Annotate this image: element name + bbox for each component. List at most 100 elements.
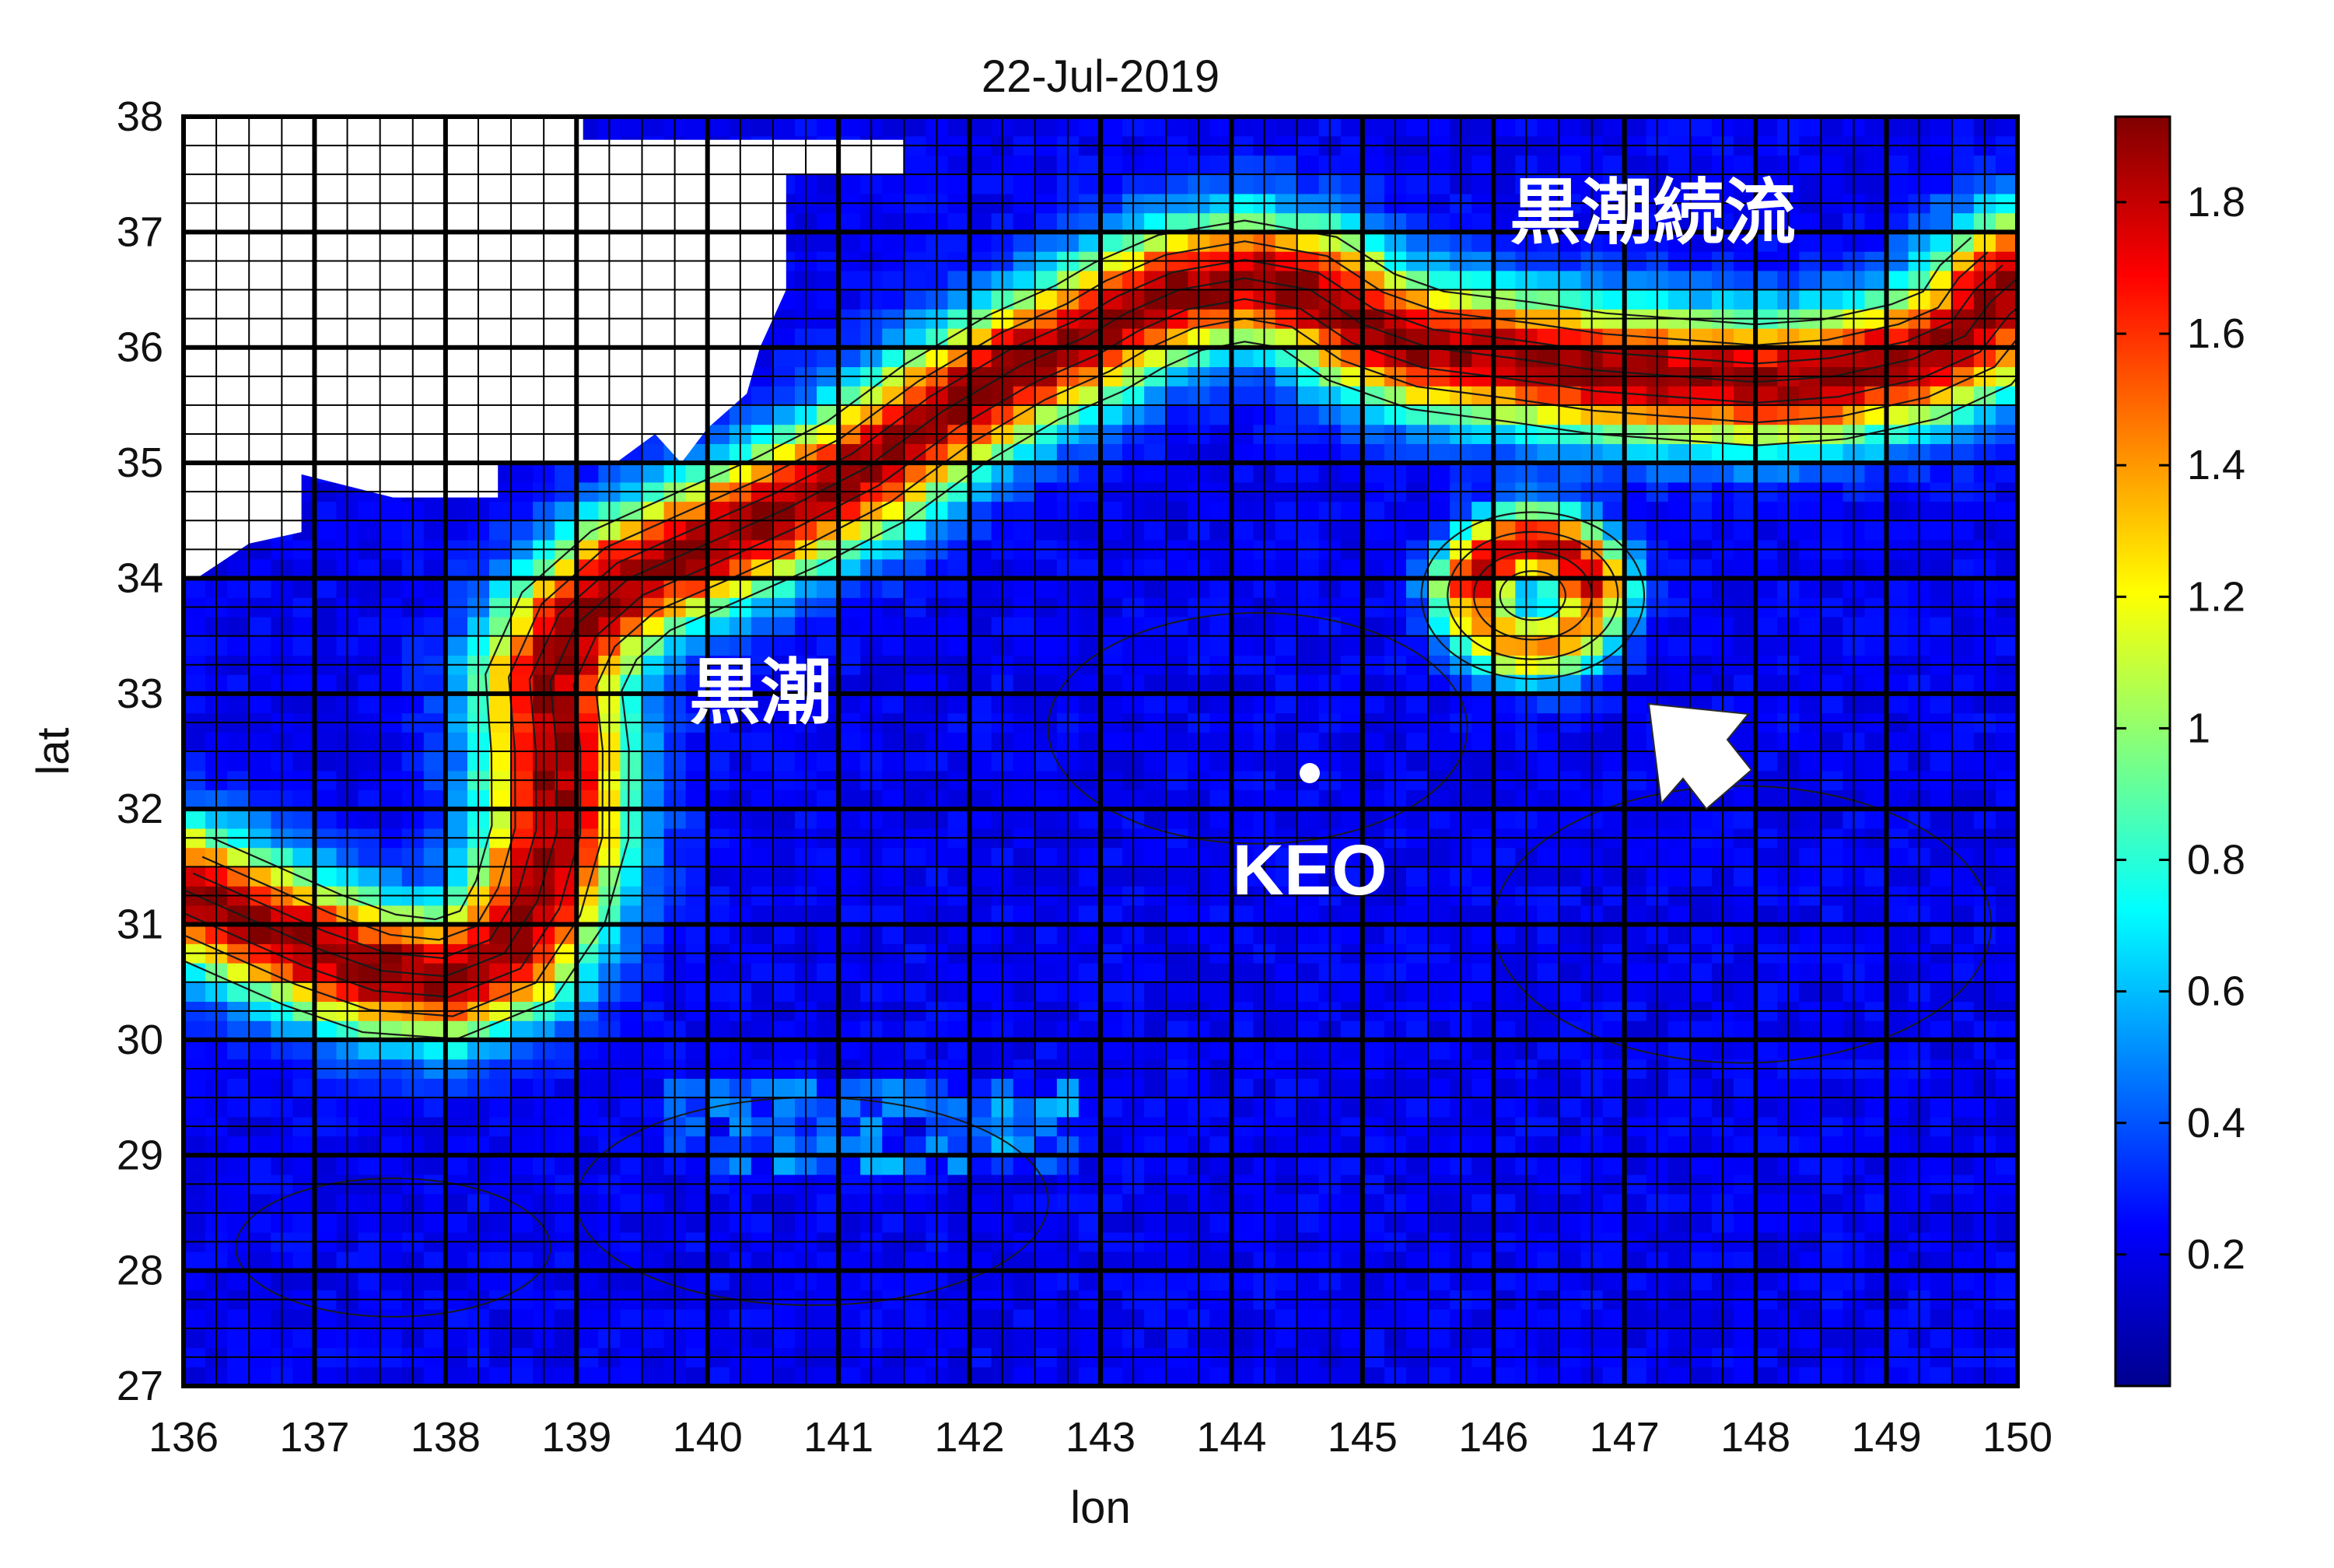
heatmap-cell bbox=[882, 866, 905, 887]
heatmap-cell bbox=[838, 1078, 861, 1098]
heatmap-cell bbox=[1624, 1097, 1647, 1118]
heatmap-cell bbox=[1101, 174, 1123, 194]
heatmap-cell bbox=[1559, 155, 1582, 175]
heatmap-cell bbox=[1296, 174, 1320, 194]
heatmap-cell bbox=[1013, 501, 1036, 521]
heatmap-cell bbox=[751, 386, 774, 406]
heatmap-cell bbox=[1362, 232, 1385, 252]
heatmap-cell bbox=[1471, 1270, 1494, 1290]
heatmap-cell bbox=[1013, 693, 1036, 714]
heatmap-cell bbox=[227, 1039, 250, 1060]
heatmap-cell bbox=[1667, 616, 1691, 637]
heatmap-cell bbox=[772, 924, 796, 944]
heatmap-cell bbox=[555, 809, 577, 829]
heatmap-cell bbox=[1296, 809, 1320, 829]
heatmap-cell bbox=[1755, 520, 1778, 541]
heatmap-cell bbox=[1296, 212, 1320, 233]
heatmap-cell bbox=[1624, 328, 1647, 348]
heatmap-cell bbox=[620, 1097, 643, 1118]
heatmap-cell bbox=[1537, 1155, 1560, 1175]
heatmap-cell bbox=[489, 1097, 512, 1118]
heatmap-cell bbox=[1013, 270, 1036, 291]
heatmap-cell bbox=[227, 905, 250, 926]
heatmap-cell bbox=[184, 732, 206, 752]
heatmap-cell bbox=[1559, 924, 1582, 944]
heatmap-cell bbox=[1667, 963, 1691, 983]
heatmap-cell bbox=[1340, 463, 1363, 483]
heatmap-cell bbox=[1493, 1309, 1516, 1329]
heatmap-cell bbox=[555, 924, 577, 944]
heatmap-cell bbox=[314, 1136, 338, 1156]
heatmap-cell bbox=[184, 1155, 206, 1175]
heatmap-cell bbox=[707, 1367, 730, 1386]
heatmap-cell bbox=[1471, 809, 1494, 829]
heatmap-cell bbox=[751, 847, 774, 867]
heatmap-cell bbox=[1624, 866, 1647, 887]
heatmap-cell bbox=[576, 693, 599, 714]
heatmap-cell bbox=[1209, 463, 1233, 483]
heatmap-cell bbox=[1602, 155, 1625, 175]
heatmap-cell bbox=[1296, 1155, 1320, 1175]
heatmap-cell bbox=[1101, 155, 1123, 175]
heatmap-cell bbox=[1493, 982, 1516, 1003]
heatmap-cell bbox=[1101, 1251, 1123, 1272]
heatmap-cell bbox=[1537, 1328, 1560, 1349]
heatmap-cell bbox=[1296, 963, 1320, 983]
heatmap-cell bbox=[1078, 1213, 1101, 1233]
heatmap-cell bbox=[707, 117, 730, 137]
heatmap-cell bbox=[1493, 616, 1516, 637]
heatmap-cell bbox=[227, 578, 250, 598]
heatmap-cell bbox=[1471, 635, 1494, 656]
heatmap-cell bbox=[292, 1213, 316, 1233]
heatmap-cell bbox=[838, 347, 861, 368]
heatmap-cell bbox=[1340, 1078, 1363, 1098]
heatmap-cell bbox=[904, 982, 927, 1003]
heatmap-cell bbox=[1101, 866, 1123, 887]
heatmap-cell bbox=[751, 1193, 774, 1214]
heatmap-cell bbox=[1209, 1097, 1233, 1118]
heatmap-cell bbox=[1078, 289, 1101, 310]
heatmap-cell bbox=[227, 751, 250, 772]
heatmap-cell bbox=[751, 463, 774, 483]
heatmap-cell bbox=[1144, 982, 1167, 1003]
heatmap-cell bbox=[292, 578, 316, 598]
heatmap-cell bbox=[576, 1309, 599, 1329]
heatmap-cell bbox=[1078, 789, 1101, 810]
heatmap-cell bbox=[1209, 1155, 1233, 1175]
heatmap-cell bbox=[1406, 1155, 1429, 1175]
heatmap-cell bbox=[904, 635, 927, 656]
heatmap-cell bbox=[314, 520, 338, 541]
heatmap-cell bbox=[1296, 578, 1320, 598]
heatmap-cell bbox=[1406, 809, 1429, 829]
heatmap-cell bbox=[511, 558, 534, 579]
heatmap-cell bbox=[1034, 155, 1058, 175]
heatmap-cell bbox=[947, 693, 971, 714]
heatmap-cell bbox=[1209, 1136, 1233, 1156]
heatmap-cell bbox=[707, 1078, 730, 1098]
heatmap-cell bbox=[1013, 1309, 1036, 1329]
heatmap-cell bbox=[1166, 1155, 1188, 1175]
heatmap-cell bbox=[838, 1193, 861, 1214]
heatmap-cell bbox=[1231, 982, 1254, 1003]
heatmap-cell bbox=[576, 520, 599, 541]
heatmap-cell bbox=[1471, 443, 1494, 464]
heatmap-cell bbox=[1166, 1328, 1188, 1349]
heatmap-cell bbox=[1821, 924, 1844, 944]
heatmap-cell bbox=[1296, 674, 1320, 695]
heatmap-cell bbox=[1078, 1136, 1101, 1156]
heatmap-cell bbox=[1362, 751, 1385, 772]
heatmap-cell bbox=[511, 520, 534, 541]
heatmap-cell bbox=[380, 809, 403, 829]
heatmap-cell bbox=[445, 1193, 468, 1214]
heatmap-cell bbox=[1296, 1213, 1320, 1233]
heatmap-cell bbox=[184, 674, 206, 695]
heatmap-cell bbox=[1624, 924, 1647, 944]
heatmap-cell bbox=[380, 1193, 403, 1214]
heatmap-cell bbox=[1209, 1309, 1233, 1329]
heatmap-cell bbox=[1755, 1213, 1778, 1233]
heatmap-cell bbox=[555, 732, 577, 752]
heatmap-cell bbox=[969, 963, 992, 983]
heatmap-cell bbox=[1144, 155, 1167, 175]
heatmap-cell bbox=[817, 693, 839, 714]
heatmap-cell bbox=[1734, 1367, 1756, 1386]
